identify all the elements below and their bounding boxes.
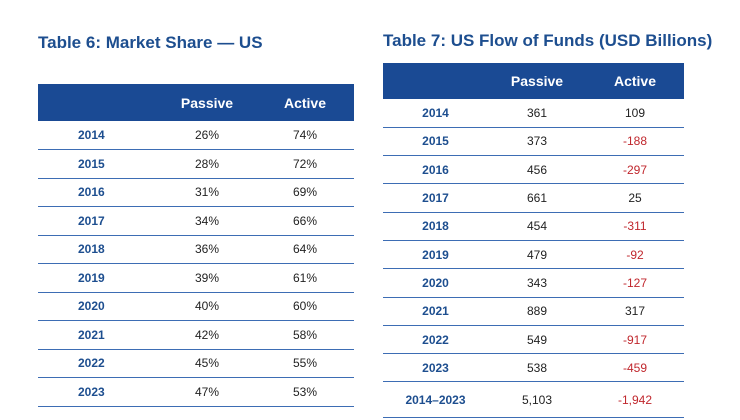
cell-active: -311 (586, 212, 684, 241)
cell-year: 2020 (383, 268, 488, 298)
cell-year: 2017 (38, 206, 158, 236)
header-year (383, 63, 488, 99)
cell-active: 53% (256, 377, 354, 407)
cell-passive: 45% (158, 349, 256, 378)
cell-active: -917 (586, 325, 684, 355)
cell-year: 2022 (38, 349, 158, 378)
cell-passive: 454 (488, 212, 586, 241)
table-row: 2022 45% 55% (38, 349, 354, 378)
flow-of-funds-table: Passive Active 2014 361 109 2015 373 -188 2016… (383, 63, 684, 419)
cell-year: 2014 (38, 121, 158, 150)
cell-year: 2021 (383, 297, 488, 326)
cell-active: 74% (256, 121, 354, 150)
table6-title: Table 6: Market Share — US (38, 33, 263, 52)
table-header-row: Passive Active (383, 63, 684, 99)
cell-year: 2019 (38, 263, 158, 293)
cell-active: 25 (586, 183, 684, 213)
cell-active: -297 (586, 155, 684, 185)
table-row: 2015 373 -188 (383, 127, 684, 157)
cell-active: 69% (256, 178, 354, 207)
table-row: 2023 538 -459 (383, 353, 684, 383)
cell-active: 60% (256, 292, 354, 321)
cell-active: 66% (256, 206, 354, 236)
cell-year: 2019 (383, 240, 488, 270)
cell-passive: 31% (158, 178, 256, 207)
cell-active: 109 (586, 99, 684, 128)
table-row: 2016 31% 69% (38, 178, 354, 207)
market-share-table: Passive Active 2014 26% 74% 2015 28% 72% 2016 3… (38, 84, 354, 407)
cell-active: 58% (256, 320, 354, 350)
cell-year: 2016 (38, 178, 158, 207)
header-year (38, 84, 158, 121)
cell-passive: 36% (158, 235, 256, 264)
cell-passive: 28% (158, 149, 256, 179)
cell-passive: 343 (488, 268, 586, 298)
header-active: Active (256, 84, 354, 121)
table-row: 2020 40% 60% (38, 292, 354, 321)
cell-year: 2020 (38, 292, 158, 321)
cell-active: 317 (586, 297, 684, 326)
cell-passive: 479 (488, 240, 586, 270)
table-row: 2023 47% 53% (38, 377, 354, 407)
cell-active: -459 (586, 353, 684, 383)
cell-year: 2023 (38, 377, 158, 407)
total-active: -1,942 (586, 381, 684, 419)
total-year: 2014–2023 (383, 381, 488, 419)
table-row: 2017 34% 66% (38, 206, 354, 236)
cell-active: 64% (256, 235, 354, 264)
cell-active: -188 (586, 127, 684, 157)
table-row: 2018 36% 64% (38, 235, 354, 264)
cell-year: 2017 (383, 183, 488, 213)
cell-passive: 538 (488, 353, 586, 383)
table7-title: Table 7: US Flow of Funds (USD Billions) (383, 31, 713, 50)
cell-year: 2014 (383, 99, 488, 128)
cell-active: 61% (256, 263, 354, 293)
total-row: 2014–2023 5,103 -1,942 (383, 381, 684, 419)
cell-passive: 661 (488, 183, 586, 213)
total-passive: 5,103 (488, 381, 586, 419)
cell-active: 55% (256, 349, 354, 378)
cell-year: 2015 (38, 149, 158, 179)
cell-passive: 39% (158, 263, 256, 293)
table-row: 2020 343 -127 (383, 268, 684, 298)
cell-year: 2023 (383, 353, 488, 383)
table-row: 2021 42% 58% (38, 320, 354, 350)
table-row: 2021 889 317 (383, 297, 684, 326)
table-row: 2019 479 -92 (383, 240, 684, 270)
cell-passive: 361 (488, 99, 586, 128)
table-row: 2016 456 -297 (383, 155, 684, 185)
table-header-row: Passive Active (38, 84, 354, 121)
header-passive: Passive (488, 63, 586, 99)
cell-year: 2018 (383, 212, 488, 241)
cell-year: 2016 (383, 155, 488, 185)
table-row: 2017 661 25 (383, 183, 684, 213)
table-row: 2022 549 -917 (383, 325, 684, 355)
table-row: 2019 39% 61% (38, 263, 354, 293)
table-row: 2015 28% 72% (38, 149, 354, 179)
cell-passive: 26% (158, 121, 256, 150)
cell-passive: 47% (158, 377, 256, 407)
cell-year: 2015 (383, 127, 488, 157)
table-row: 2018 454 -311 (383, 212, 684, 241)
table-row: 2014 26% 74% (38, 121, 354, 150)
cell-active: -127 (586, 268, 684, 298)
cell-year: 2021 (38, 320, 158, 350)
header-passive: Passive (158, 84, 256, 121)
table-row: 2014 361 109 (383, 99, 684, 128)
cell-passive: 42% (158, 320, 256, 350)
cell-active: 72% (256, 149, 354, 179)
cell-active: -92 (586, 240, 684, 270)
cell-passive: 889 (488, 297, 586, 326)
cell-passive: 456 (488, 155, 586, 185)
cell-passive: 373 (488, 127, 586, 157)
cell-passive: 549 (488, 325, 586, 355)
cell-passive: 34% (158, 206, 256, 236)
cell-year: 2018 (38, 235, 158, 264)
cell-year: 2022 (383, 325, 488, 355)
header-active: Active (586, 63, 684, 99)
cell-passive: 40% (158, 292, 256, 321)
